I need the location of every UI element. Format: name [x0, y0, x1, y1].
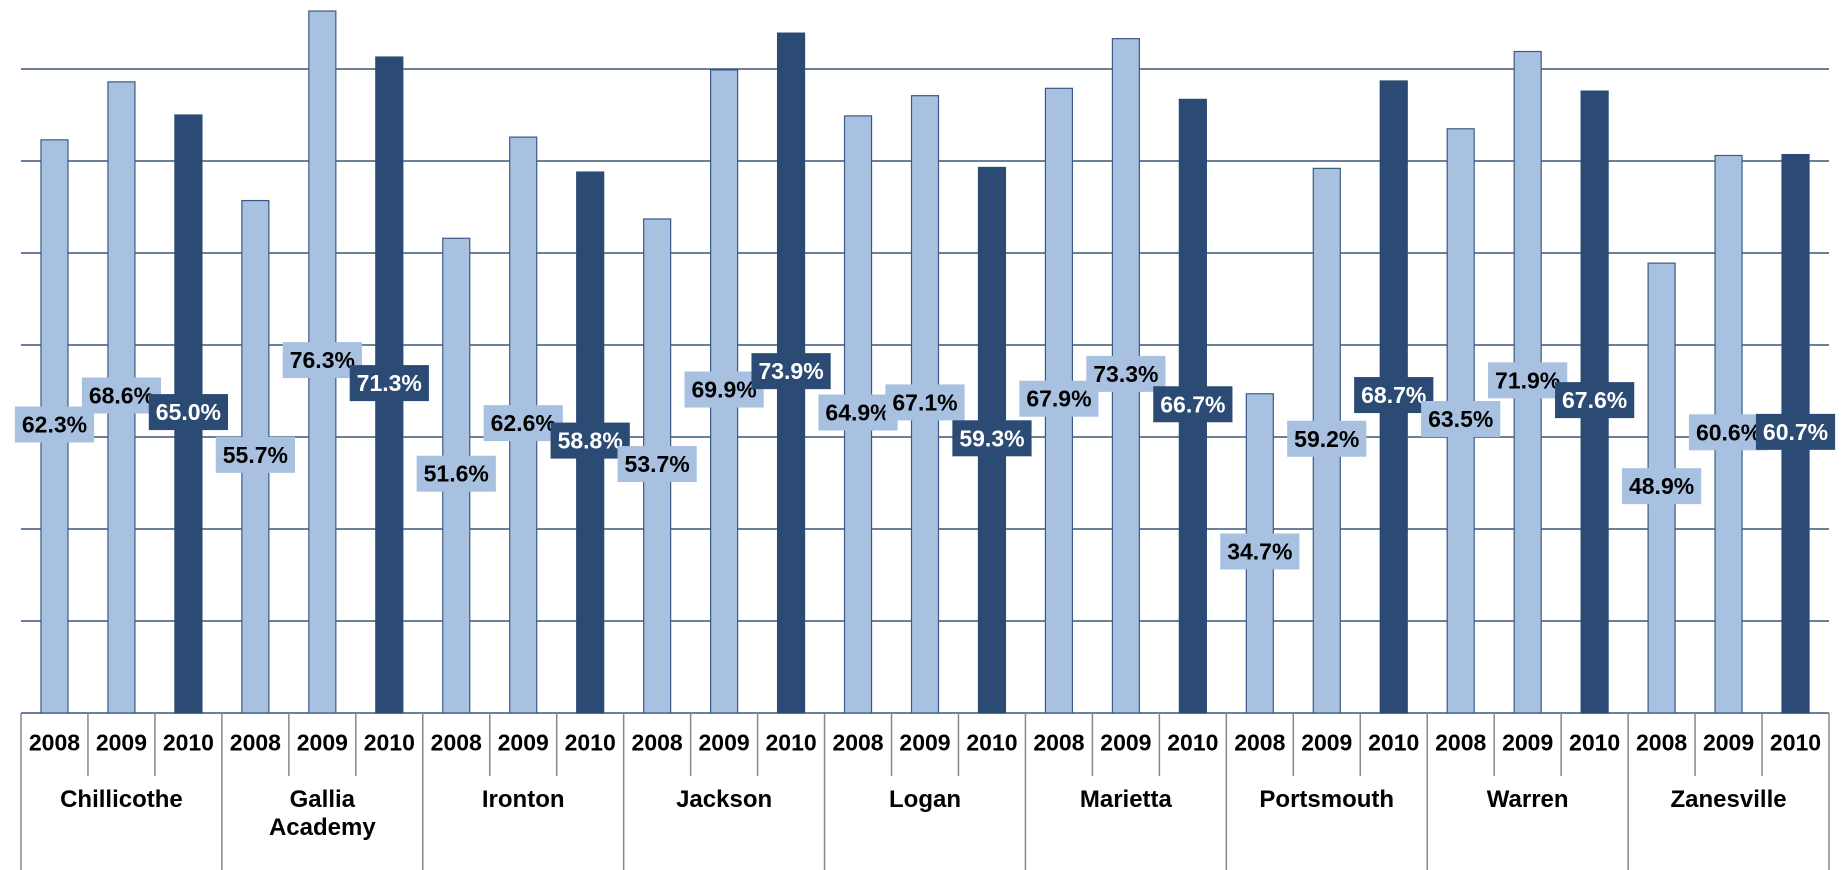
x-tick-label: 2010	[1167, 730, 1218, 756]
value-label-bg	[885, 384, 965, 421]
value-label: 66.7%	[1160, 391, 1225, 417]
x-tick-label: 2009	[1502, 730, 1553, 756]
x-tick-label: 2009	[498, 730, 549, 756]
x-tick-label: 2008	[1435, 730, 1486, 756]
value-label: 48.9%	[1629, 473, 1694, 499]
value-label-bg	[751, 353, 831, 390]
value-label-bg	[1220, 533, 1300, 570]
value-label-bg	[1555, 382, 1635, 419]
x-tick-label: 2010	[765, 730, 816, 756]
value-label: 58.8%	[558, 428, 623, 454]
value-label-bg	[1153, 386, 1233, 423]
x-tick-label: 2010	[163, 730, 214, 756]
x-tick-label: 2009	[1100, 730, 1151, 756]
value-label: 62.3%	[22, 411, 87, 437]
x-tick-label: 2010	[1569, 730, 1620, 756]
x-tick-label: 2009	[899, 730, 950, 756]
x-tick-label: 2010	[966, 730, 1017, 756]
value-label: 73.3%	[1093, 361, 1158, 387]
value-label-bg	[1287, 420, 1367, 457]
value-label: 67.6%	[1562, 387, 1627, 413]
x-tick-label: 2009	[96, 730, 147, 756]
x-category-label: Gallia Academy	[268, 786, 376, 841]
value-label-bg	[14, 406, 95, 443]
value-label: 65.0%	[156, 399, 221, 425]
value-label: 69.9%	[692, 377, 757, 403]
value-label-bg	[617, 446, 697, 483]
value-label: 55.7%	[223, 442, 288, 468]
value-label-bg	[483, 405, 563, 442]
x-category-label: Ironton	[481, 786, 565, 813]
x-tick-label: 2009	[297, 730, 348, 756]
x-category-label: Portsmouth	[1259, 786, 1395, 813]
x-tick-label: 2010	[1368, 730, 1419, 756]
x-category-label: Logan	[889, 786, 961, 813]
value-label: 63.5%	[1428, 406, 1493, 432]
value-label: 64.9%	[825, 400, 890, 426]
x-tick-label: 2008	[832, 730, 883, 756]
value-label-bg	[1086, 355, 1166, 392]
value-label: 62.6%	[491, 410, 556, 436]
value-label: 68.7%	[1361, 382, 1426, 408]
x-tick-label: 2010	[565, 730, 616, 756]
value-label-bg	[1621, 468, 1702, 505]
x-category-label: Chillicothe	[60, 786, 183, 813]
value-label: 60.7%	[1763, 419, 1828, 445]
x-tick-label: 2009	[1703, 730, 1754, 756]
value-label-bg	[1019, 380, 1099, 417]
value-label-bg	[684, 371, 764, 408]
value-label-bg	[148, 394, 229, 431]
value-label: 68.6%	[89, 383, 154, 409]
value-label-bg	[81, 377, 162, 414]
value-label: 59.3%	[959, 425, 1024, 451]
x-tick-label: 2008	[29, 730, 80, 756]
value-label-bg	[416, 455, 496, 492]
value-label-bg	[818, 394, 898, 431]
x-tick-label: 2010	[1770, 730, 1821, 756]
value-label: 71.9%	[1495, 367, 1560, 393]
x-tick-label: 2008	[1033, 730, 1084, 756]
value-label: 34.7%	[1227, 538, 1292, 564]
value-label-bg	[349, 365, 429, 402]
value-label-bg	[1421, 400, 1501, 437]
value-label: 71.3%	[357, 370, 422, 396]
x-tick-label: 2008	[1234, 730, 1285, 756]
x-tick-label: 2008	[431, 730, 482, 756]
value-label: 76.3%	[290, 347, 355, 373]
x-tick-label: 2009	[1301, 730, 1352, 756]
value-label: 73.9%	[758, 358, 823, 384]
x-tick-label: 2009	[699, 730, 750, 756]
value-label-bg	[952, 420, 1032, 457]
x-category-label: Marietta	[1079, 786, 1172, 813]
x-tick-label: 2010	[364, 730, 415, 756]
x-category-label: Zanesville	[1670, 786, 1787, 813]
x-tick-label: 2008	[632, 730, 683, 756]
value-label: 51.6%	[424, 461, 489, 487]
value-label-bg	[215, 436, 295, 473]
x-tick-label: 2008	[230, 730, 281, 756]
x-tick-label: 2008	[1636, 730, 1687, 756]
value-label-bg	[1488, 362, 1568, 399]
value-label-bg	[550, 422, 630, 459]
value-label: 67.1%	[892, 389, 957, 415]
value-label: 60.6%	[1696, 419, 1761, 445]
value-label-bg	[282, 342, 362, 379]
value-label: 59.2%	[1294, 426, 1359, 452]
x-category-label: Jackson	[676, 786, 773, 813]
value-label: 67.9%	[1026, 386, 1091, 412]
value-label-bg	[1688, 414, 1769, 451]
value-label-bg	[1354, 377, 1434, 414]
value-label-bg	[1755, 413, 1836, 450]
x-category-label: Warren	[1486, 786, 1569, 813]
value-label: 53.7%	[625, 451, 690, 477]
